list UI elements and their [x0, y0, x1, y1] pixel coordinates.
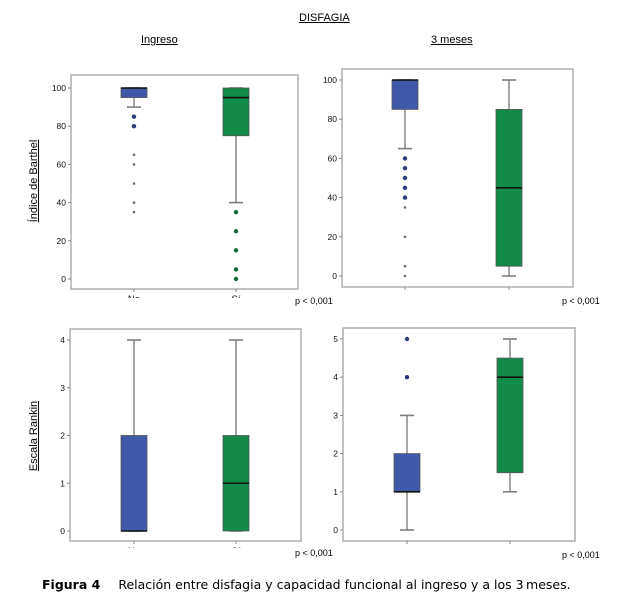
boxplot-barthel-3-meses: 020406080100NoSí	[323, 68, 574, 290]
y-tick-label: 1	[333, 487, 338, 497]
column-header-ingreso: Ingreso	[141, 34, 178, 46]
p-value-barthel-ingreso: p < 0,001	[295, 296, 333, 306]
outlier-point-no	[404, 336, 410, 342]
box-no	[391, 79, 419, 110]
box-si	[222, 87, 250, 137]
outlier-point-no	[131, 124, 137, 129]
extreme-point-no	[403, 264, 407, 268]
outlier-point-si	[233, 248, 239, 253]
boxplot-barthel-ingreso: 0 20 40 60 80 100 No Sí	[52, 74, 299, 298]
y-tick-label: 5	[333, 334, 338, 344]
outlier-point-si	[233, 267, 239, 272]
outlier-point-no	[131, 114, 137, 119]
figure-caption: Figura 4 Relación entre disfagia y capaci…	[42, 577, 571, 592]
boxplot-rankin-ingreso: 0 1 2 3 4 No Sí	[60, 328, 302, 548]
y-tick-label: 4	[60, 335, 65, 345]
box-no	[120, 87, 148, 98]
y-tick-label: 20	[328, 232, 338, 242]
y-tick-label: 3	[333, 410, 338, 420]
y-tick-label: 4	[333, 372, 338, 382]
extreme-point-no	[403, 274, 407, 278]
y-tick-label: 0	[60, 526, 65, 536]
extreme-point-no	[403, 235, 407, 239]
y-tick-label: 0	[332, 271, 337, 281]
outlier-point-no	[402, 156, 408, 161]
outlier-point-no	[402, 175, 408, 181]
x-tick-label: Sí	[232, 546, 241, 548]
outlier-point-si	[233, 229, 239, 234]
y-tick-label: 80	[328, 114, 338, 124]
box-no	[393, 453, 421, 493]
x-tick-label: No	[128, 294, 140, 298]
y-tick-label: 20	[57, 236, 67, 246]
x-tick-label: Sí	[506, 546, 515, 547]
outlier-point-si	[233, 209, 239, 215]
y-tick-label: 40	[328, 193, 338, 203]
extreme-point-no	[132, 182, 136, 185]
y-tick-label: 1	[60, 478, 65, 488]
caption-label: Figura 4	[42, 577, 101, 592]
y-tick-label: 80	[57, 121, 67, 131]
y-tick-label: 0	[333, 525, 338, 535]
y-tick-label: 0	[61, 274, 66, 284]
extreme-point-no	[403, 206, 407, 209]
figure-title: DISFAGIA	[299, 12, 350, 24]
p-value-rankin-3-meses: p < 0,001	[562, 550, 600, 560]
plot-frame	[341, 68, 574, 288]
extreme-point-no	[132, 210, 136, 214]
extreme-point-no	[132, 153, 136, 157]
p-value-barthel-3-meses: p < 0,001	[562, 296, 600, 306]
outlier-point-no	[402, 166, 408, 171]
box-si	[496, 357, 524, 474]
outlier-point-si	[233, 276, 239, 282]
y-tick-label: 3	[60, 383, 65, 393]
box-no	[120, 435, 148, 532]
y-tick-label: 40	[57, 198, 67, 208]
y-tick-label: 60	[57, 159, 67, 169]
y-tick-label: 2	[60, 431, 65, 441]
p-value-rankin-ingreso: p < 0,001	[295, 548, 333, 558]
y-tick-label: 2	[333, 449, 338, 459]
y-tick-label: 60	[328, 153, 338, 163]
outlier-point-no	[404, 375, 410, 380]
outlier-point-no	[402, 195, 408, 200]
y-tick-label: 100	[323, 75, 337, 85]
extreme-point-no	[132, 163, 136, 166]
y-axis-label-barthel: Índice de Barthel	[28, 139, 40, 223]
x-tick-label: No	[401, 546, 413, 547]
y-tick-label: 100	[52, 83, 66, 93]
boxplot-rankin-3-meses: 0 1 2 3 4 5 No Sí	[333, 327, 576, 547]
y-axis-label-rankin: Escala Rankin	[28, 400, 40, 472]
outlier-point-no	[402, 185, 408, 190]
caption-text: Relación entre disfagia y capacidad func…	[118, 577, 571, 592]
x-tick-label: Sí	[232, 294, 241, 298]
column-header-3-meses: 3 meses	[431, 34, 473, 46]
x-tick-label: No	[128, 546, 140, 548]
plot-frame	[70, 74, 299, 290]
extreme-point-no	[132, 201, 136, 204]
plot-frame	[69, 328, 302, 542]
plot-frame	[342, 327, 576, 542]
